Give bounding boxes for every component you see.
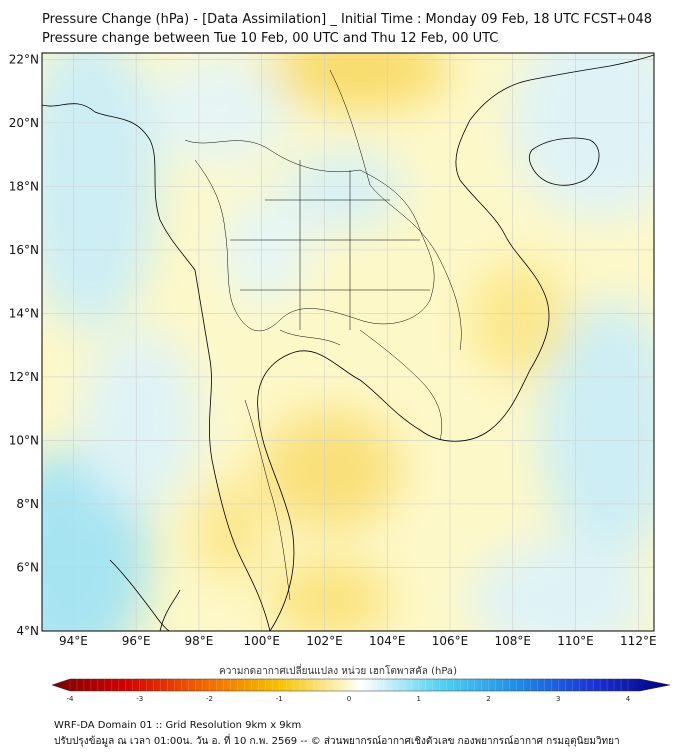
lat-tick-label: 22°N — [9, 52, 39, 66]
lat-tick-label: 10°N — [9, 433, 39, 447]
pressure-field — [42, 53, 654, 631]
lon-tick-label: 102°E — [306, 634, 343, 648]
lat-tick-label: 20°N — [9, 116, 39, 130]
pressure-change-map: 94°E 96°E 98°E 100°E 102°E 104°E 106°E 108°E 110… — [9, 52, 657, 648]
lat-tick-label: 6°N — [16, 560, 39, 574]
admin-borders — [184, 69, 462, 601]
lat-tick-label: 12°N — [9, 370, 39, 384]
colorbar-tick: -3 — [136, 695, 143, 703]
lat-tick-label: 4°N — [16, 624, 39, 638]
map-title: Pressure Change (hPa) - [Data Assimilati… — [42, 12, 652, 27]
colorbar-tick: -1 — [276, 695, 283, 703]
colorbar-tick-labels: -4 -3 -2 -1 0 1 2 3 4 — [67, 695, 631, 703]
colorbar-tick: -2 — [206, 695, 213, 703]
lon-tick-label: 104°E — [369, 634, 406, 648]
lon-tick-label: 94°E — [59, 634, 88, 648]
lon-tick-label: 106°E — [432, 634, 469, 648]
colorbar-tick: 0 — [347, 695, 351, 703]
longitude-tick-labels: 94°E 96°E 98°E 100°E 102°E 104°E 106°E 108°E 110… — [59, 634, 657, 648]
lon-tick-label: 96°E — [122, 634, 151, 648]
colorbar-tick: 2 — [486, 695, 490, 703]
lat-tick-label: 18°N — [9, 179, 39, 193]
lat-tick-label: 14°N — [9, 306, 39, 320]
lat-tick-label: 8°N — [16, 497, 39, 511]
colorbar-tick: 1 — [417, 695, 421, 703]
lon-tick-label: 100°E — [243, 634, 280, 648]
colorbar: -4 -3 -2 -1 0 1 2 3 4 — [51, 678, 671, 703]
map-subtitle: Pressure change between Tue 10 Feb, 00 U… — [42, 31, 499, 46]
model-info: WRF-DA Domain 01 :: Grid Resolution 9km … — [54, 720, 302, 731]
colorbar-tick: 3 — [556, 695, 560, 703]
latitude-tick-labels: 4°N 6°N 8°N 10°N 12°N 14°N 16°N 18°N 20°N 22°N — [9, 52, 39, 638]
lat-tick-label: 16°N — [9, 243, 39, 257]
lon-tick-label: 110°E — [557, 634, 594, 648]
map-frame — [41, 52, 655, 632]
colorbar-tick: 4 — [626, 695, 631, 703]
colorbar-title: ความกดอากาศเปลี่ยนแปลง หน่วย เฮกโตพาสคัล… — [219, 666, 457, 677]
lon-tick-label: 108°E — [495, 634, 532, 648]
lon-tick-label: 98°E — [184, 634, 213, 648]
graticule — [42, 53, 654, 631]
lon-tick-label: 112°E — [620, 634, 657, 648]
colorbar-tick: -4 — [67, 695, 75, 703]
coastlines — [42, 54, 654, 631]
colorbar-gradient — [51, 678, 671, 692]
credit-line: ปรับปรุงข้อมูล ณ เวลา 01:00น. วัน อ. ที่… — [54, 736, 620, 747]
